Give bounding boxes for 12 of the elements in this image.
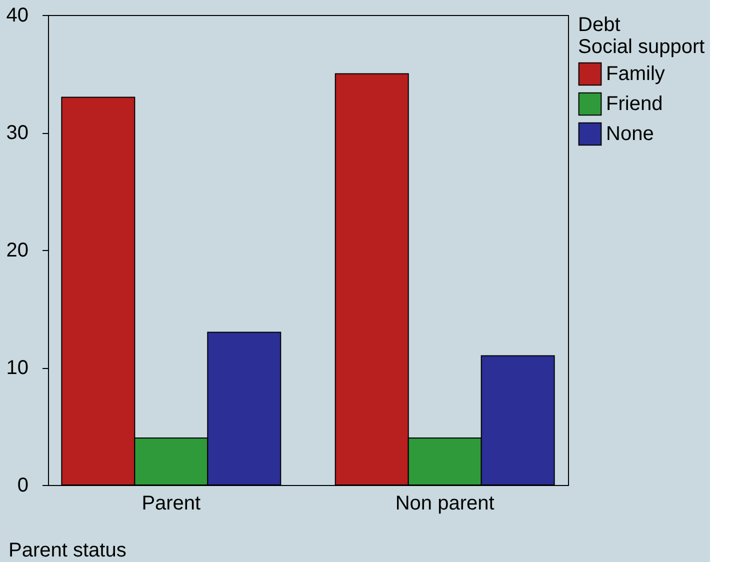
- y-tick-label: 10: [6, 357, 28, 379]
- x-axis-title: Parent status: [8, 540, 126, 562]
- x-tick-label: Non parent: [395, 492, 495, 514]
- legend-title: Debt Social support: [578, 14, 706, 58]
- legend-label: Family: [606, 63, 665, 85]
- y-tick-label: 30: [6, 122, 28, 144]
- y-tick-label: 40: [6, 4, 28, 26]
- legend-label: None: [606, 123, 654, 145]
- legend-label: Friend: [606, 93, 663, 115]
- y-tick-label: 0: [17, 474, 28, 496]
- y-tick-label: 20: [6, 240, 28, 262]
- x-tick-label: Parent: [142, 492, 202, 514]
